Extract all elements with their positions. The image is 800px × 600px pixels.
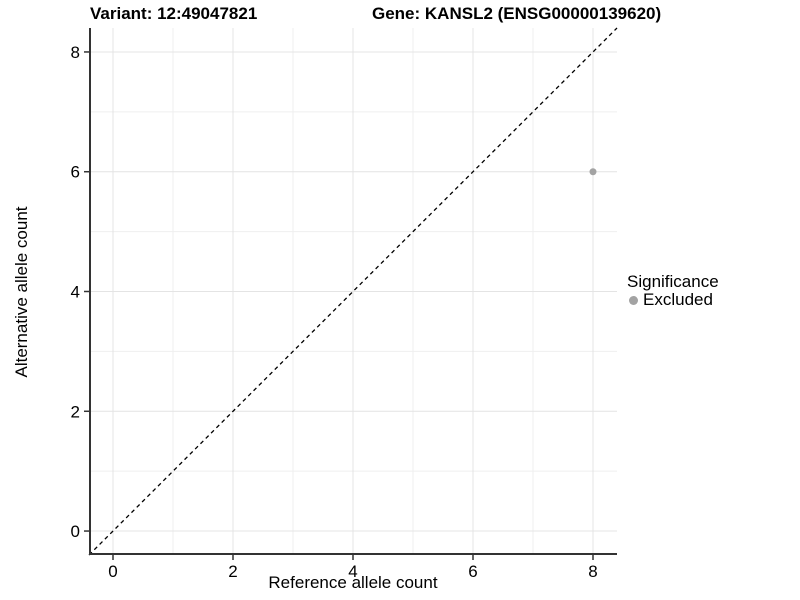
y-tick-label: 6 [71, 163, 80, 182]
y-tick-label: 8 [71, 43, 80, 62]
y-axis-title: Alternative allele count [12, 206, 31, 378]
variant-title: Variant: 12:49047821 [90, 4, 258, 23]
data-point [589, 168, 597, 176]
x-tick-label: 2 [228, 562, 237, 581]
legend-item-excluded: Excluded [629, 291, 719, 309]
excluded-point-icon [629, 295, 638, 305]
y-tick-label: 0 [71, 522, 80, 541]
x-tick-label: 8 [588, 562, 597, 581]
legend-title: Significance [627, 272, 719, 291]
x-axis-title: Reference allele count [268, 573, 438, 592]
y-tick-label: 4 [71, 283, 80, 302]
x-tick-label: 6 [468, 562, 477, 581]
legend-item-label: Excluded [643, 290, 713, 309]
y-tick-label: 2 [71, 402, 80, 421]
legend: Significance Excluded [627, 272, 719, 309]
x-tick-label: 0 [108, 562, 117, 581]
gene-title: Gene: KANSL2 (ENSG00000139620) [372, 4, 662, 23]
x-tick-label: 4 [348, 562, 357, 581]
